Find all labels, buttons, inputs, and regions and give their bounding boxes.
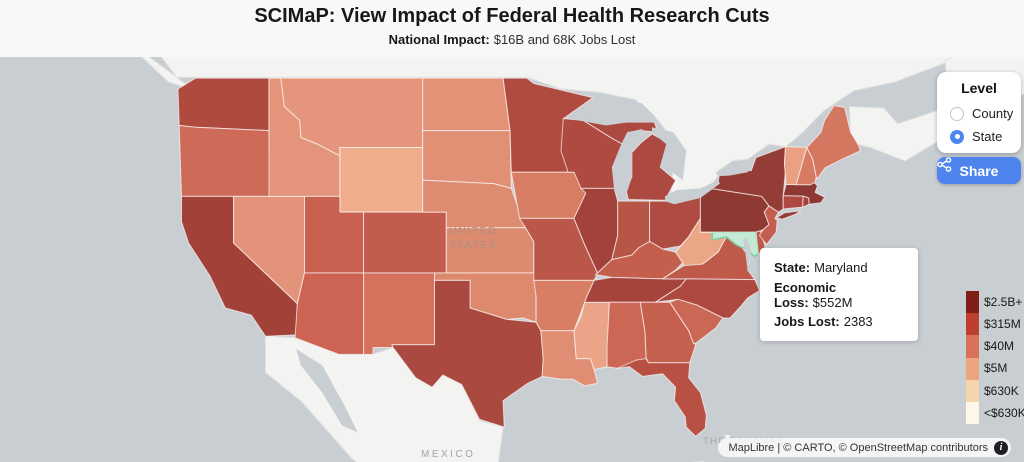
legend-label: $630K	[984, 383, 1019, 398]
state-ND[interactable]	[422, 77, 511, 132]
tooltip-state-value: Maryland	[814, 260, 868, 275]
radio-option-state[interactable]: State	[937, 125, 1021, 148]
gulf-of-california	[296, 348, 358, 433]
state-WY[interactable]	[339, 147, 424, 213]
national-impact-label: National Impact:	[388, 32, 490, 47]
info-icon[interactable]: i	[994, 440, 1008, 455]
header: SCIMaP: View Impact of Federal Health Re…	[0, 0, 1024, 57]
state-OR[interactable]	[178, 125, 271, 197]
level-panel: Level County State	[937, 72, 1021, 153]
state-NM[interactable]	[363, 272, 435, 355]
state-radio-label: State	[972, 129, 1003, 144]
state-CO[interactable]	[363, 211, 447, 274]
lake-ontario	[715, 162, 752, 177]
tooltip-jobs-lost-value: 2383	[843, 314, 873, 329]
legend-color-ramp	[966, 291, 979, 425]
legend-label: <$630K	[984, 405, 1024, 420]
state-IA[interactable]	[510, 171, 587, 219]
tooltip-jobs-lost-label: Jobs Lost:	[774, 314, 840, 329]
bahamas-islet	[724, 434, 731, 438]
state-NJ[interactable]	[759, 205, 779, 245]
tooltip-state-row: State: Maryland	[774, 260, 904, 275]
county-radio-icon[interactable]	[950, 106, 964, 121]
state-VT[interactable]	[783, 146, 808, 186]
legend-label: $315M	[984, 317, 1021, 332]
lake-superior	[563, 103, 656, 126]
tooltip-state-label: State:	[774, 260, 811, 275]
state-FL[interactable]	[617, 358, 707, 437]
economic-loss-legend: $2.5B+ $315M $40M $5M $630K <$630K	[966, 291, 1024, 425]
state-radio-icon[interactable]	[950, 129, 964, 144]
tooltip-economic-loss-row: Economic Loss: $552M	[774, 280, 904, 310]
radio-option-county[interactable]: County	[937, 102, 1021, 125]
national-impact-subtitle: National Impact: $16B and 68K Jobs Lost	[0, 32, 1024, 47]
state-ME[interactable]	[806, 105, 861, 180]
state-SD[interactable]	[422, 130, 512, 189]
state-NC[interactable]	[655, 278, 760, 319]
share-nodes-icon	[937, 157, 952, 172]
chesapeake-bay	[743, 236, 754, 273]
legend-label: $2.5B+	[984, 295, 1023, 309]
state-AL[interactable]	[606, 301, 648, 369]
legend-label: $5M	[984, 361, 1008, 376]
legend-label: $40M	[984, 339, 1015, 354]
national-impact-value: $16B and 68K Jobs Lost	[493, 32, 636, 47]
state-WA[interactable]	[177, 77, 270, 132]
tooltip-economic-loss-label: Economic Loss:	[774, 279, 837, 310]
county-radio-label: County	[972, 106, 1014, 121]
state-NY[interactable]	[776, 210, 802, 220]
lake-huron	[652, 127, 687, 181]
tooltip-jobs-lost-row: Jobs Lost: 2383	[774, 314, 904, 329]
map-attribution: MapLibre | © CARTO, © OpenStreetMap cont…	[718, 438, 1011, 457]
share-button[interactable]: Share	[937, 157, 1021, 184]
share-button-label: Share	[959, 162, 999, 179]
legend-labels: $2.5B+ $315M $40M $5M $630K <$630K	[984, 291, 1024, 424]
tooltip-economic-loss-value: $552M	[812, 294, 853, 310]
state-info-tooltip: State: Maryland Economic Loss: $552M Jobs …	[760, 248, 918, 341]
state-CT[interactable]	[782, 195, 804, 210]
lake-erie	[665, 180, 720, 205]
map-label-mexico: MEXICO	[421, 449, 475, 460]
lake-michigan	[611, 128, 643, 192]
map-label-united-states: UNITED STATES	[449, 225, 497, 251]
attribution-links[interactable]: MapLibre | © CARTO, © OpenStreetMap cont…	[728, 441, 988, 454]
level-panel-title: Level	[961, 80, 997, 96]
vancouver-island-landmass	[141, 57, 195, 92]
page-title: SCIMaP: View Impact of Federal Health Re…	[254, 5, 770, 27]
